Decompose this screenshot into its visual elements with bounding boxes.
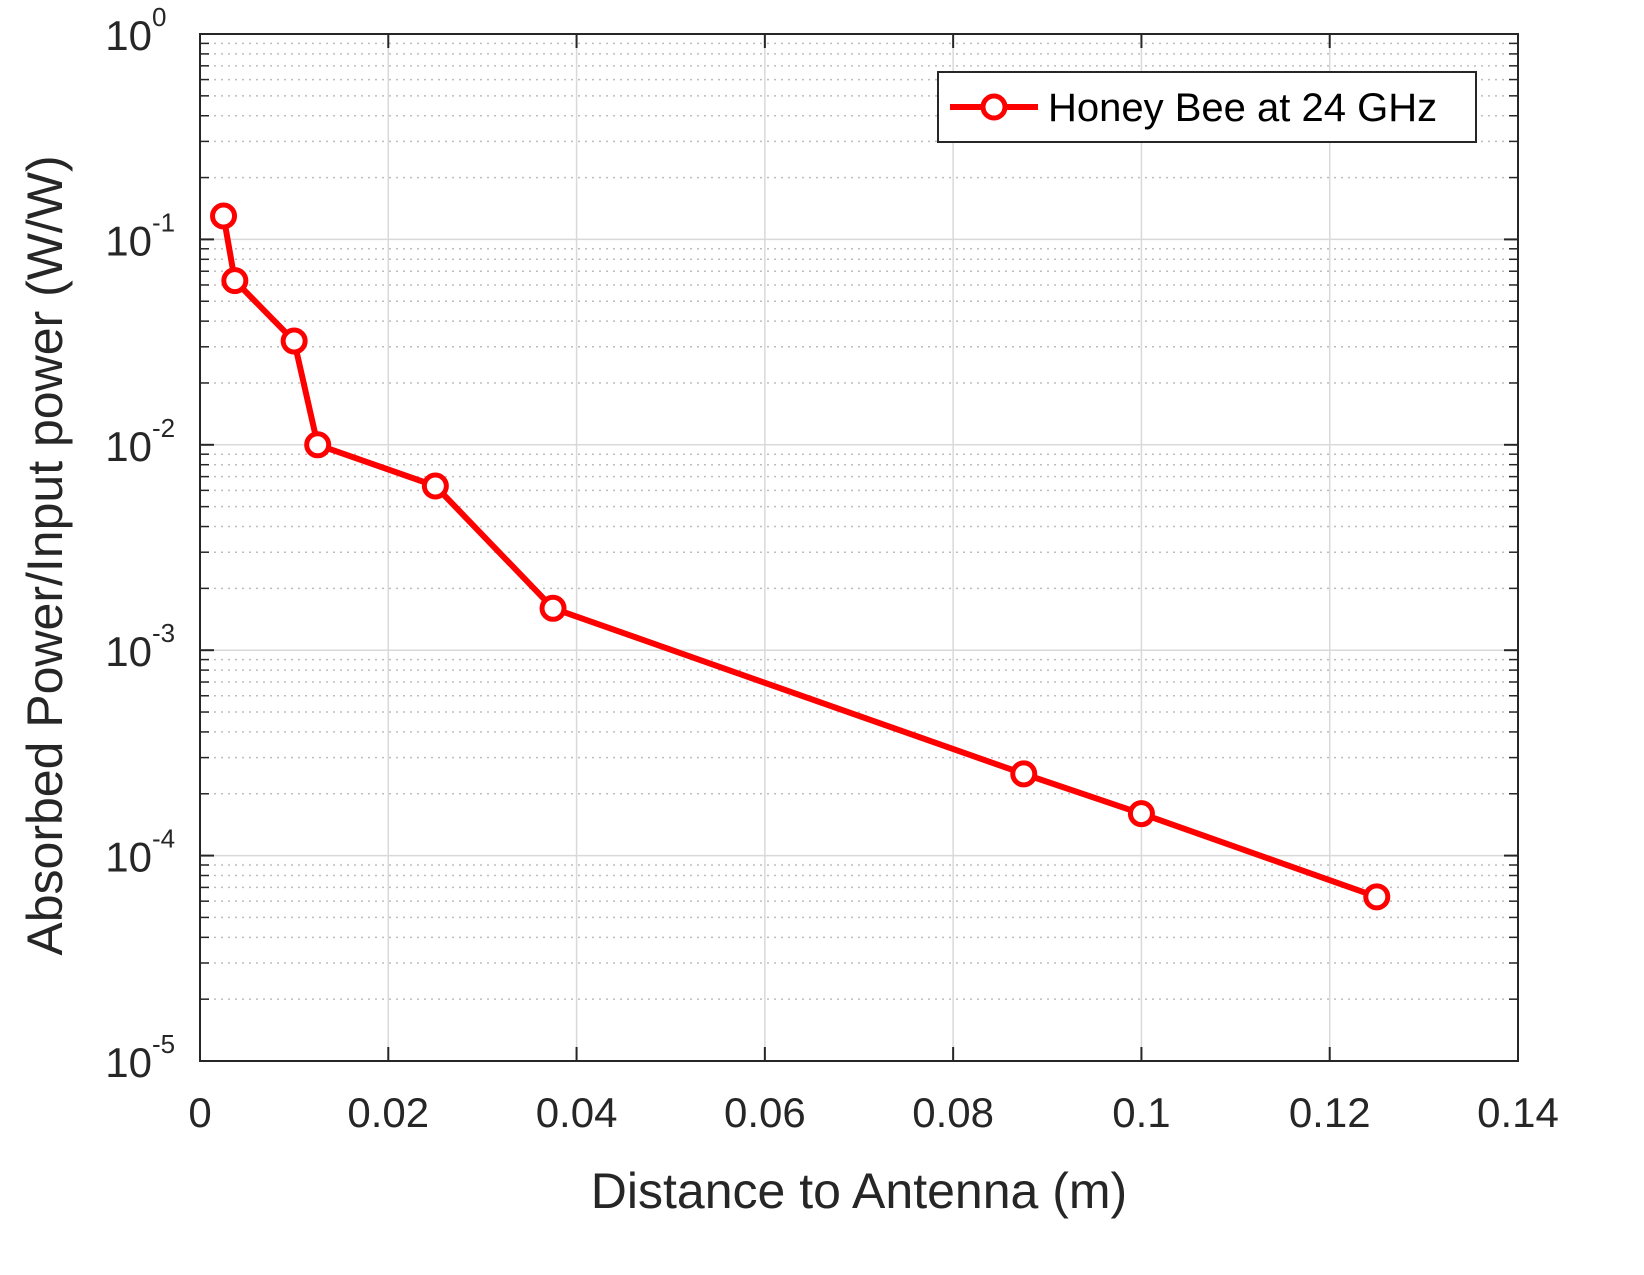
y-tick-label: 10 <box>105 834 152 881</box>
data-point <box>280 327 308 355</box>
y-tick-exponent: -1 <box>152 207 175 237</box>
y-tick-base: 10 <box>105 217 152 264</box>
y-tick-label: 10 <box>105 423 152 470</box>
data-point <box>221 267 249 295</box>
y-tick-base: 10 <box>105 628 152 675</box>
y-tick-exponent: -2 <box>152 413 175 443</box>
data-point <box>1363 883 1391 911</box>
x-axis-title: Distance to Antenna (m) <box>591 1163 1127 1219</box>
y-tick-base: 10 <box>105 12 152 59</box>
series-layer <box>210 202 1391 911</box>
tick-marks <box>199 33 1519 1062</box>
y-tick-base: 10 <box>105 423 152 470</box>
y-tick-label: 10 <box>105 12 152 59</box>
data-point <box>1010 760 1038 788</box>
y-tick-base: 10 <box>105 834 152 881</box>
x-tick-label: 0.02 <box>347 1089 429 1136</box>
x-tick-label: 0.08 <box>912 1089 994 1136</box>
data-point <box>421 472 449 500</box>
x-tick-label: 0 <box>188 1089 211 1136</box>
legend-label: Honey Bee at 24 GHz <box>1048 86 1437 130</box>
y-tick-label: 10 <box>105 628 152 675</box>
x-tick-label: 0.1 <box>1112 1089 1170 1136</box>
data-point <box>539 594 567 622</box>
x-tick-label: 0.14 <box>1477 1089 1559 1136</box>
data-point <box>304 431 332 459</box>
x-tick-label: 0.12 <box>1289 1089 1371 1136</box>
x-tick-label: 0.04 <box>536 1089 618 1136</box>
y-tick-exponent: -5 <box>152 1029 175 1059</box>
plot-frame <box>199 33 1519 1062</box>
y-axis-title: Absorbed Power/Input power (W/W) <box>17 155 73 955</box>
x-tick-label: 0.06 <box>724 1089 806 1136</box>
y-tick-exponent: 0 <box>152 2 166 32</box>
y-tick-exponent: -4 <box>152 824 175 854</box>
y-tick-label: 10 <box>105 1039 152 1086</box>
data-point <box>210 202 238 230</box>
plot-background <box>200 34 1518 1061</box>
y-tick-base: 10 <box>105 1039 152 1086</box>
legend-marker <box>980 93 1008 121</box>
legend: Honey Bee at 24 GHz <box>937 71 1477 143</box>
x-tick-labels: 0 0.02 0.04 0.06 0.08 0.1 0.12 0.14 <box>188 1089 1559 1136</box>
y-tick-label: 10 <box>105 217 152 264</box>
data-point <box>1127 800 1155 828</box>
y-tick-exponent: -3 <box>152 618 175 648</box>
